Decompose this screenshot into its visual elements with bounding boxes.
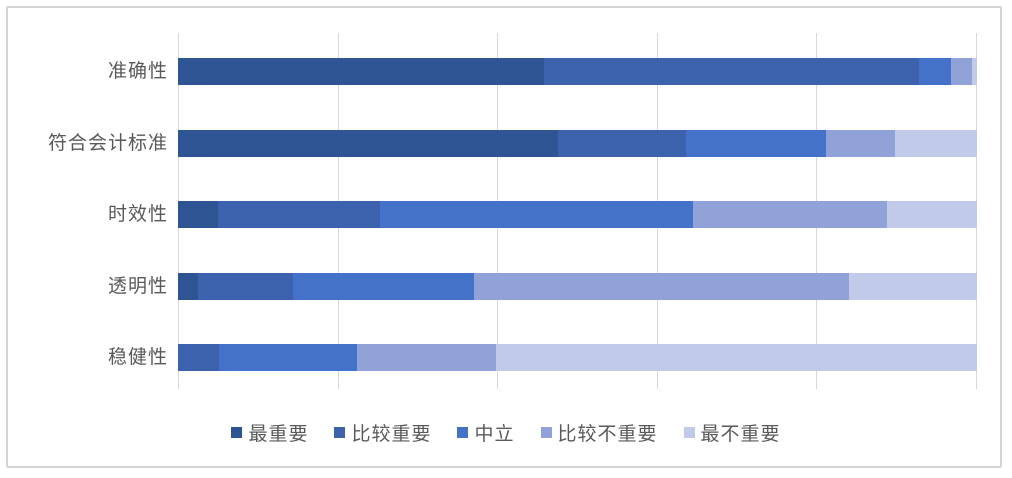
legend-item: 比较重要 xyxy=(334,419,431,446)
bar-segment xyxy=(895,129,977,157)
bar-segment xyxy=(693,201,887,228)
bar-segment xyxy=(178,58,544,85)
category-label: 透明性 xyxy=(107,274,168,297)
bar-segment xyxy=(197,272,294,300)
bar-segment xyxy=(356,344,496,371)
bar-row xyxy=(178,58,977,85)
legend-item: 比较不重要 xyxy=(540,419,658,446)
legend: 最重要 比较重要 中立 比较不重要 最不重要 xyxy=(0,419,1012,446)
bar-row xyxy=(178,201,977,228)
bar-segment xyxy=(886,201,977,228)
bar-segment xyxy=(950,58,973,85)
legend-label: 中立 xyxy=(474,423,515,445)
bar-segment xyxy=(495,344,977,371)
legend-label: 最重要 xyxy=(248,423,309,445)
legend-label: 比较重要 xyxy=(351,423,432,445)
legend-swatch-icon xyxy=(540,427,552,438)
bar-segment xyxy=(473,272,850,300)
bar-segment xyxy=(217,201,381,228)
bar-segment xyxy=(543,58,920,85)
bar-segment xyxy=(380,201,694,228)
category-label: 时效性 xyxy=(107,203,168,225)
legend-item: 最不重要 xyxy=(683,419,781,446)
bar-segment xyxy=(178,129,558,157)
legend-swatch-icon xyxy=(334,427,346,438)
bar-row xyxy=(178,129,977,157)
legend-item: 最重要 xyxy=(231,419,308,446)
bar-segment xyxy=(218,344,357,371)
legend-label: 最不重要 xyxy=(700,423,781,445)
bar-segment xyxy=(972,58,977,85)
bar-row xyxy=(178,272,977,300)
legend-swatch-icon xyxy=(683,427,695,438)
category-label: 准确性 xyxy=(107,60,168,82)
category-label: 稳健性 xyxy=(107,346,168,368)
legend-swatch-icon xyxy=(457,427,469,438)
legend-item: 中立 xyxy=(457,419,514,446)
bar-segment xyxy=(919,58,951,85)
bar-segment xyxy=(825,129,896,157)
bar-segment xyxy=(178,201,218,228)
bar-segment xyxy=(178,272,198,300)
bar-segment xyxy=(557,129,687,157)
bar-segment xyxy=(293,272,474,300)
bar-segment xyxy=(849,272,977,300)
legend-label: 比较不重要 xyxy=(557,423,658,445)
bar-segment xyxy=(686,129,826,157)
legend-swatch-icon xyxy=(231,427,243,438)
category-label: 符合会计标准 xyxy=(47,131,168,154)
bar-segment xyxy=(178,344,219,371)
bar-row xyxy=(178,344,977,371)
